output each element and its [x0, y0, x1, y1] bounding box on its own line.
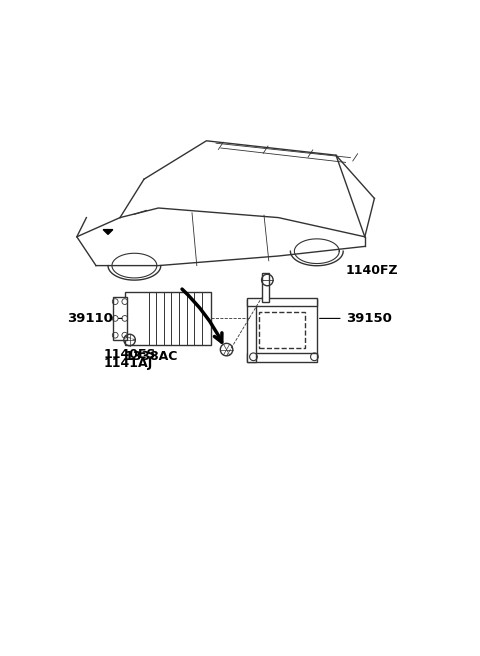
Text: 1140FZ: 1140FZ: [346, 264, 398, 277]
Bar: [247, 298, 317, 306]
Bar: [262, 273, 269, 302]
Text: 1338AC: 1338AC: [124, 350, 178, 363]
FancyBboxPatch shape: [125, 292, 211, 345]
Text: 1141AJ: 1141AJ: [103, 358, 153, 371]
Bar: [247, 353, 317, 361]
Bar: [259, 312, 305, 348]
Text: 1140ES: 1140ES: [103, 348, 156, 361]
Bar: [113, 297, 127, 340]
Text: 39150: 39150: [320, 312, 392, 325]
Text: 39110: 39110: [67, 312, 122, 325]
Bar: [250, 299, 317, 354]
Polygon shape: [103, 230, 113, 234]
Bar: [247, 299, 256, 361]
